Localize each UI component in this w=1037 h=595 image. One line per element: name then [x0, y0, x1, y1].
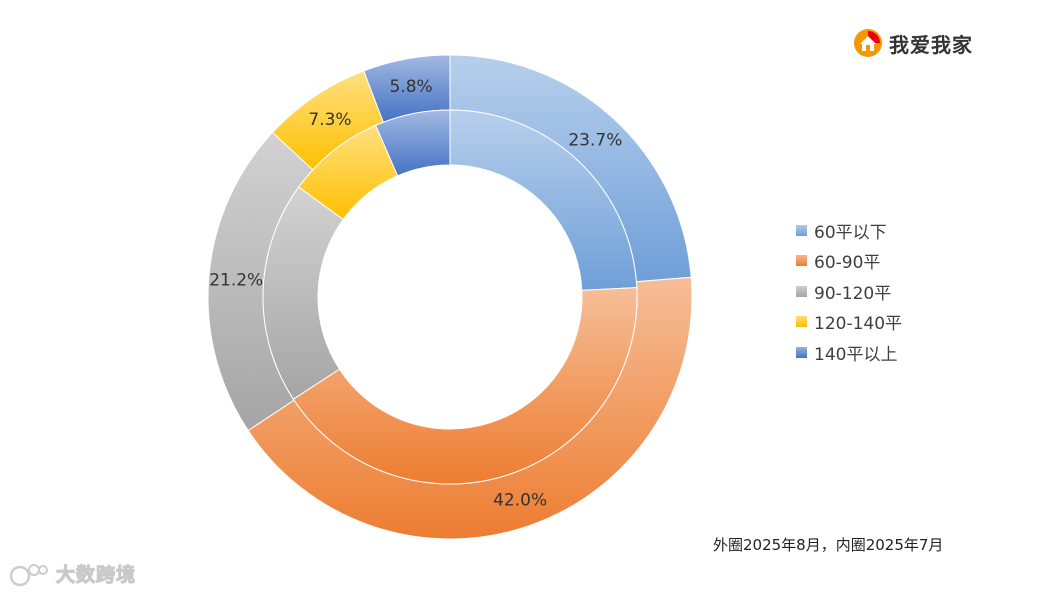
legend-label: 140平以上	[814, 344, 898, 365]
legend-label: 60平以下	[814, 222, 887, 243]
chart-legend: 60平以下 60-90平 90-120平 120-140平 140平以上	[796, 215, 902, 368]
ring-note: 外圈2025年8月，内圈2025年7月	[713, 536, 944, 554]
data-label-0: 23.7%	[568, 130, 622, 150]
inner-slice-1	[292, 287, 638, 485]
inner-ring	[262, 109, 638, 485]
data-label-2: 21.2%	[209, 270, 263, 290]
legend-item: 60-90平	[796, 246, 902, 277]
legend-item: 90-120平	[796, 276, 902, 307]
legend-swatch	[796, 285, 807, 297]
legend-swatch	[796, 346, 807, 358]
legend-swatch	[796, 316, 807, 328]
legend-label: 120-140平	[814, 314, 903, 335]
data-label-4: 5.8%	[390, 77, 433, 97]
watermark: 大数跨境	[8, 560, 136, 587]
legend-label: 60-90平	[814, 253, 881, 274]
data-label-3: 7.3%	[308, 110, 351, 130]
legend-swatch	[796, 255, 807, 267]
house-logo-icon	[854, 29, 882, 57]
legend-swatch	[796, 224, 807, 236]
watermark-text: 大数跨境	[55, 564, 137, 587]
legend-item: 60平以下	[796, 215, 902, 246]
data-label-1: 42.0%	[493, 491, 547, 511]
watermark-logo-icon	[9, 563, 48, 586]
legend-item: 140平以上	[796, 337, 902, 368]
brand-logo: 我爱我家	[853, 28, 973, 58]
brand-name: 我爱我家	[889, 32, 973, 57]
data-labels: 23.7% 42.0% 21.2% 7.3% 5.8%	[209, 77, 622, 511]
legend-item: 120-140平	[796, 307, 902, 338]
inner-slice-4	[375, 109, 451, 177]
legend-label: 90-120平	[814, 283, 892, 304]
